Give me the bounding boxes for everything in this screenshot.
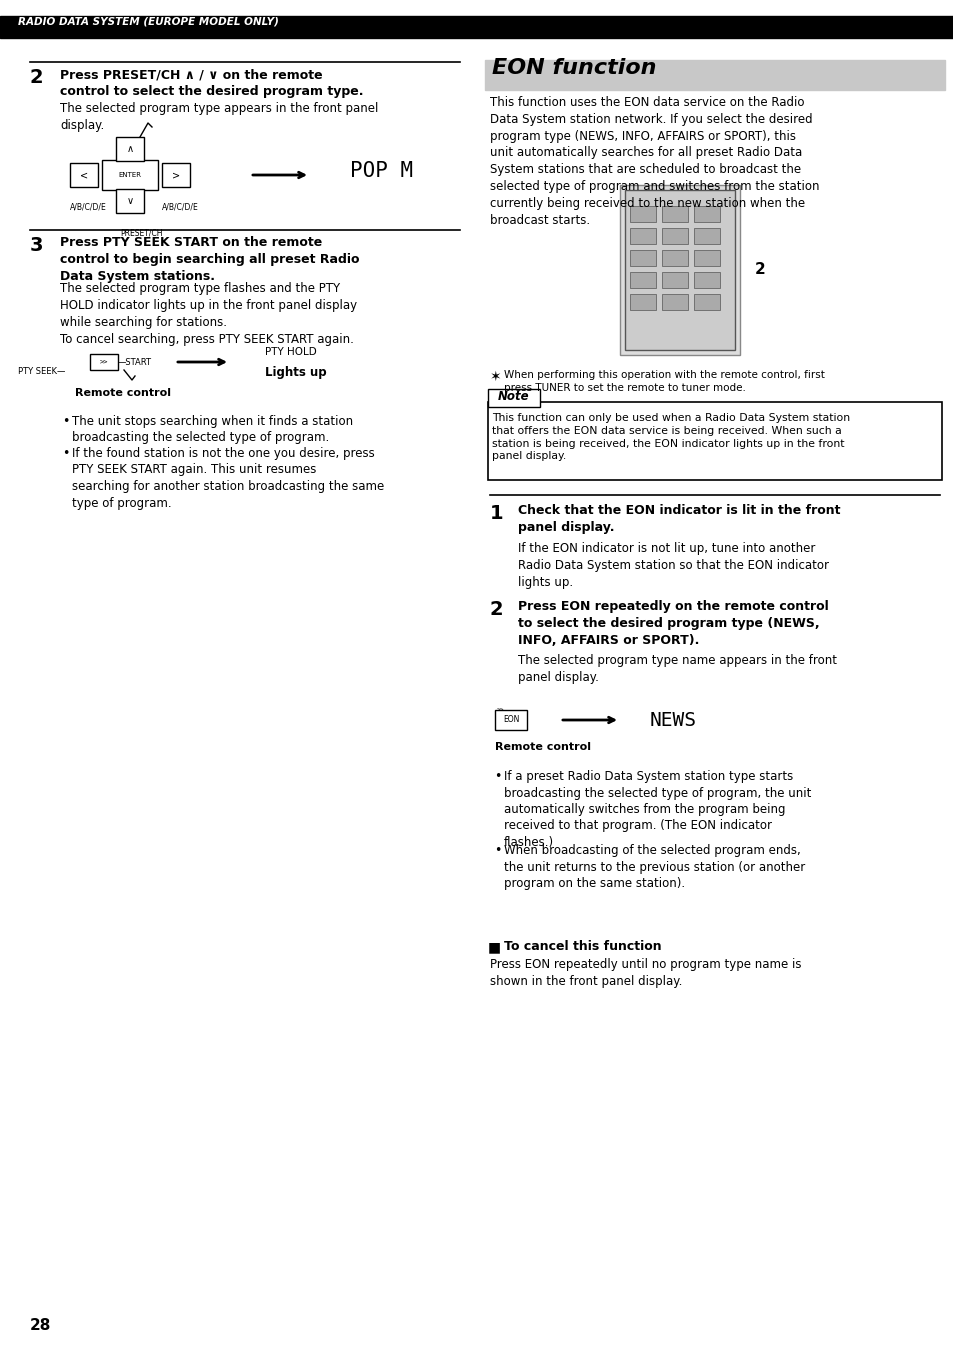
Text: •: • — [62, 415, 70, 429]
Text: The selected program type name appears in the front
panel display.: The selected program type name appears i… — [517, 654, 836, 683]
Text: Lights up: Lights up — [265, 367, 326, 379]
Text: Press PTY SEEK START on the remote
control to begin searching all preset Radio
D: Press PTY SEEK START on the remote contr… — [60, 236, 359, 283]
Bar — [661, 272, 687, 288]
Text: Press EON repeatedly on the remote control
to select the desired program type (N: Press EON repeatedly on the remote contr… — [517, 600, 828, 647]
Text: To cancel this function: To cancel this function — [503, 940, 661, 953]
Text: 2: 2 — [754, 263, 765, 278]
Text: If the EON indicator is not lit up, tune into another
Radio Data System station : If the EON indicator is not lit up, tune… — [517, 542, 828, 589]
Bar — [484, 61, 944, 90]
Text: POP M: POP M — [350, 160, 413, 181]
Bar — [661, 294, 687, 310]
Bar — [624, 190, 734, 350]
Bar — [693, 228, 720, 244]
Bar — [0, 16, 953, 38]
Text: •: • — [62, 448, 70, 460]
Text: ∧: ∧ — [127, 144, 133, 154]
Text: Press PRESET/CH ∧ / ∨ on the remote
control to select the desired program type.: Press PRESET/CH ∧ / ∨ on the remote cont… — [60, 67, 363, 98]
Text: ■: ■ — [488, 940, 500, 954]
Bar — [619, 185, 740, 355]
Bar — [70, 163, 98, 187]
Bar — [661, 249, 687, 266]
Text: When broadcasting of the selected program ends,
the unit returns to the previous: When broadcasting of the selected progra… — [503, 844, 804, 890]
Text: A/B/C/D/E: A/B/C/D/E — [70, 204, 107, 212]
Text: >: > — [172, 170, 180, 181]
Bar — [661, 228, 687, 244]
Bar — [693, 249, 720, 266]
Text: Remote control: Remote control — [495, 741, 590, 752]
Text: PTY SEEK—: PTY SEEK— — [17, 368, 65, 376]
Bar — [495, 710, 526, 731]
Text: PRESET/CH: PRESET/CH — [120, 229, 162, 239]
Bar — [693, 272, 720, 288]
Text: ∨: ∨ — [127, 195, 133, 206]
Text: A/B/C/D/E: A/B/C/D/E — [162, 204, 198, 212]
Text: >>: >> — [496, 708, 503, 713]
Text: RADIO DATA SYSTEM (EUROPE MODEL ONLY): RADIO DATA SYSTEM (EUROPE MODEL ONLY) — [18, 18, 278, 27]
Text: Check that the EON indicator is lit in the front
panel display.: Check that the EON indicator is lit in t… — [517, 504, 840, 534]
Text: Remote control: Remote control — [75, 388, 171, 398]
Bar — [116, 137, 144, 160]
Text: ✶: ✶ — [490, 369, 501, 384]
Text: >>: >> — [100, 359, 108, 365]
Text: If a preset Radio Data System station type starts
broadcasting the selected type: If a preset Radio Data System station ty… — [503, 770, 810, 849]
Text: 3: 3 — [30, 236, 44, 255]
Text: ENTER: ENTER — [118, 173, 141, 178]
Bar — [629, 206, 656, 222]
Text: This function uses the EON data service on the Radio
Data System station network: This function uses the EON data service … — [490, 96, 819, 226]
Bar — [488, 402, 941, 480]
Text: <: < — [80, 170, 88, 181]
Text: Note: Note — [497, 391, 529, 403]
Bar — [693, 294, 720, 310]
Text: When performing this operation with the remote control, first
press TUNER to set: When performing this operation with the … — [503, 369, 824, 392]
Text: 28: 28 — [30, 1318, 51, 1333]
Text: Press EON repeatedly until no program type name is
shown in the front panel disp: Press EON repeatedly until no program ty… — [490, 958, 801, 988]
Text: —START: —START — [118, 359, 152, 367]
Bar — [116, 189, 144, 213]
Text: The selected program type appears in the front panel
display.: The selected program type appears in the… — [60, 102, 378, 132]
Text: 1: 1 — [490, 504, 503, 523]
Text: NEWS: NEWS — [649, 710, 697, 729]
Bar — [629, 294, 656, 310]
Text: 2: 2 — [30, 67, 44, 88]
Text: This function can only be used when a Radio Data System station
that offers the : This function can only be used when a Ra… — [492, 412, 849, 461]
Text: 2: 2 — [490, 600, 503, 619]
Bar — [661, 206, 687, 222]
Bar — [162, 163, 190, 187]
Text: If the found station is not the one you desire, press
PTY SEEK START again. This: If the found station is not the one you … — [71, 448, 384, 510]
Bar — [693, 206, 720, 222]
Text: The selected program type flashes and the PTY
HOLD indicator lights up in the fr: The selected program type flashes and th… — [60, 282, 356, 346]
Text: •: • — [494, 770, 501, 783]
Bar — [90, 355, 118, 369]
Bar — [629, 228, 656, 244]
Text: •: • — [494, 844, 501, 857]
Text: EON function: EON function — [492, 58, 656, 78]
Text: The unit stops searching when it finds a station
broadcasting the selected type : The unit stops searching when it finds a… — [71, 415, 353, 445]
Bar — [102, 160, 158, 190]
Text: PTY HOLD: PTY HOLD — [265, 346, 316, 357]
Bar — [488, 390, 539, 407]
Bar — [629, 249, 656, 266]
Bar — [629, 272, 656, 288]
Text: EON: EON — [502, 716, 518, 724]
